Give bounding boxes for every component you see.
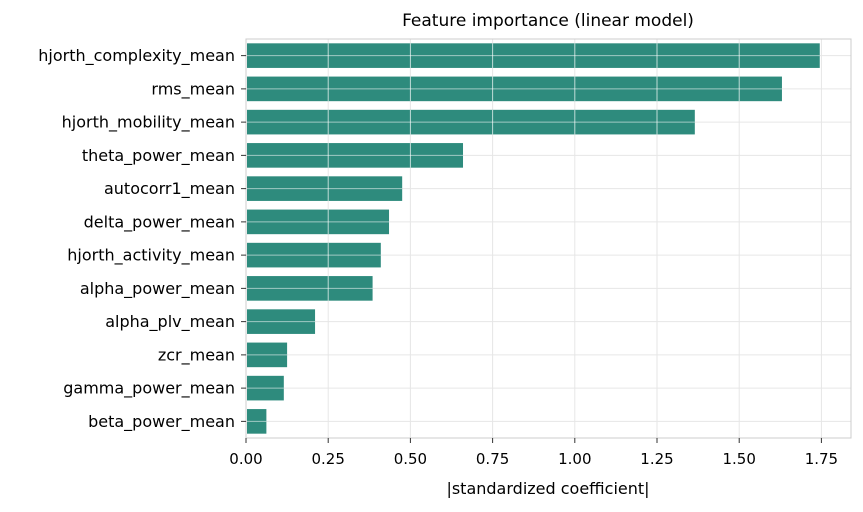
x-tick-label: 1.00 bbox=[558, 450, 591, 468]
y-tick-label: alpha_plv_mean bbox=[105, 312, 235, 332]
x-tick-label: 0.50 bbox=[394, 450, 427, 468]
chart-title: Feature importance (linear model) bbox=[402, 11, 694, 31]
y-tick-label: theta_power_mean bbox=[82, 146, 235, 166]
y-tick-label: zcr_mean bbox=[158, 345, 235, 365]
x-tick-label: 1.25 bbox=[640, 450, 673, 468]
bars bbox=[247, 43, 820, 434]
y-tick-label: hjorth_activity_mean bbox=[67, 246, 235, 266]
x-tick-label: 0.75 bbox=[476, 450, 509, 468]
y-tick-label: hjorth_complexity_mean bbox=[38, 46, 235, 66]
x-tick-labels: 0.00 0.25 0.50 0.75 1.00 1.25 1.50 1.75 bbox=[229, 438, 838, 468]
y-tick-labels: hjorth_complexity_mean rms_mean hjorth_mob… bbox=[38, 46, 246, 432]
x-tick-label: 0.25 bbox=[311, 450, 344, 468]
y-tick-label: delta_power_mean bbox=[84, 212, 235, 232]
y-tick-label: hjorth_mobility_mean bbox=[62, 113, 235, 133]
x-tick-label: 0.00 bbox=[229, 450, 262, 468]
x-tick-label: 1.50 bbox=[723, 450, 756, 468]
y-tick-label: gamma_power_mean bbox=[63, 379, 235, 399]
y-tick-label: autocorr1_mean bbox=[104, 179, 235, 199]
x-axis-label: |standardized coefficient| bbox=[446, 479, 649, 498]
y-tick-label: beta_power_mean bbox=[88, 412, 235, 432]
x-tick-label: 1.75 bbox=[805, 450, 838, 468]
plot-frame bbox=[245, 38, 852, 439]
y-tick-label: rms_mean bbox=[151, 79, 235, 99]
y-tick-label: alpha_power_mean bbox=[80, 279, 235, 299]
